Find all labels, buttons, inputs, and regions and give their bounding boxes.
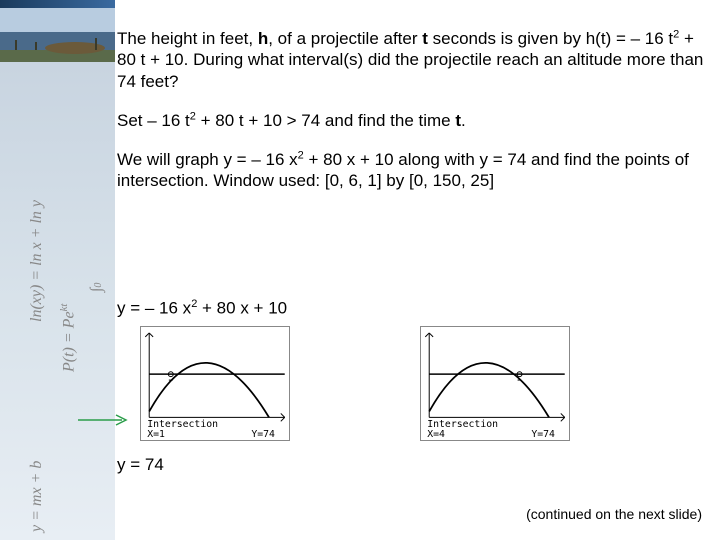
text: (continued on the next slide) xyxy=(526,506,702,522)
formula-3: ln(xy) = ln x + ln y xyxy=(28,200,46,322)
text: , of a projectile after xyxy=(268,29,422,48)
header-landscape-image xyxy=(0,0,115,62)
text: + 80 t + 10 > 74 and find the time xyxy=(196,111,455,130)
sidebar-formula-background: y = mx + b P(t) = Pekt ln(xy) = ln x + l… xyxy=(0,62,115,540)
text: + 80 x + 10 xyxy=(197,299,287,318)
text: y = 74 xyxy=(117,455,164,474)
text: The height in feet, xyxy=(117,29,258,48)
equation-parabola: y = – 16 x2 + 80 x + 10 xyxy=(117,298,287,319)
step-1: Set – 16 t2 + 80 t + 10 > 74 and find th… xyxy=(117,110,707,131)
svg-text:X=1: X=1 xyxy=(147,429,165,438)
text: . xyxy=(461,111,466,130)
slide-content: The height in feet, h, of a projectile a… xyxy=(117,28,707,210)
svg-text:Y=74: Y=74 xyxy=(251,429,275,438)
formula-1: y = mx + b xyxy=(28,461,46,532)
var-h: h xyxy=(258,29,268,48)
svg-text:X=4: X=4 xyxy=(427,429,445,438)
equation-hline: y = 74 xyxy=(117,455,164,475)
formula-4: ∫0 xyxy=(88,283,106,292)
continued-note: (continued on the next slide) xyxy=(526,506,702,522)
formula-2: P(t) = Pekt xyxy=(58,304,78,373)
graph-row: Intersection X=1 Y=74 Intersection X=4 Y… xyxy=(140,326,570,441)
step-2: We will graph y = – 16 x2 + 80 x + 10 al… xyxy=(117,149,707,192)
text: We will graph y = – 16 x xyxy=(117,150,298,169)
annotation-arrow xyxy=(78,413,130,415)
graph-intersection-1: Intersection X=1 Y=74 xyxy=(140,326,290,441)
text: y = – 16 x xyxy=(117,299,191,318)
problem-statement: The height in feet, h, of a projectile a… xyxy=(117,28,707,92)
text: seconds is given by h(t) = – 16 t xyxy=(428,29,673,48)
text: Set – 16 t xyxy=(117,111,190,130)
graph-intersection-2: Intersection X=4 Y=74 xyxy=(420,326,570,441)
svg-text:Y=74: Y=74 xyxy=(531,429,555,438)
